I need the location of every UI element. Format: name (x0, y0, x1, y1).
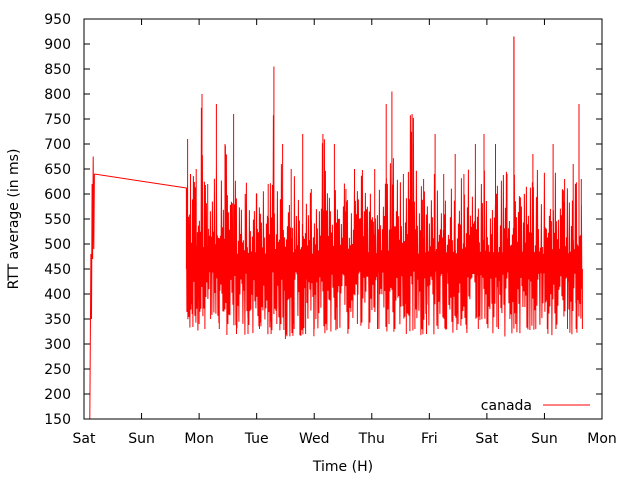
y-tick-label: 600 (44, 187, 71, 203)
y-tick-label: 950 (44, 12, 71, 28)
y-axis-title: RTT average (in ms) (6, 149, 22, 290)
x-tick-label: Sat (475, 431, 498, 447)
y-tick-label: 500 (44, 237, 71, 253)
x-tick-label: Sun (128, 431, 155, 447)
x-tick-label: Tue (244, 431, 269, 447)
x-tick-label: Mon (587, 431, 617, 447)
x-tick-label: Fri (421, 431, 438, 447)
x-tick-label: Wed (299, 431, 330, 447)
y-tick-label: 900 (44, 37, 71, 53)
y-tick-label: 250 (44, 362, 71, 378)
y-tick-label: 650 (44, 162, 71, 178)
legend: canada (481, 398, 590, 414)
y-tick-label: 350 (44, 312, 71, 328)
y-tick-label: 850 (44, 62, 71, 78)
series-line-early (89, 156, 95, 420)
y-tick-label: 400 (44, 287, 71, 303)
y-tick-label: 800 (44, 87, 71, 103)
x-tick-label: Sat (73, 431, 96, 447)
y-tick-label: 450 (44, 262, 71, 278)
series-gap-line (94, 173, 187, 189)
y-tick-label: 750 (44, 112, 71, 128)
x-axis-title: Time (H) (312, 459, 373, 475)
series-layer (89, 36, 583, 420)
x-axis: Sat Sun Mon Tue Wed Thu Fri Sat Sun Mon (73, 19, 617, 447)
y-tick-label: 200 (44, 387, 71, 403)
x-tick-label: Thu (358, 431, 385, 447)
y-tick-label: 700 (44, 137, 71, 153)
y-tick-label: 550 (44, 212, 71, 228)
y-axis: 150 200 250 300 350 400 450 500 550 600 650 700 750 8… (44, 12, 602, 428)
series-canada (89, 36, 583, 420)
x-tick-label: Mon (184, 431, 214, 447)
x-tick-label: Sun (531, 431, 558, 447)
legend-label-canada: canada (481, 398, 532, 414)
y-tick-label: 300 (44, 337, 71, 353)
y-tick-label: 150 (44, 412, 71, 428)
series-line-dense (185, 36, 583, 339)
